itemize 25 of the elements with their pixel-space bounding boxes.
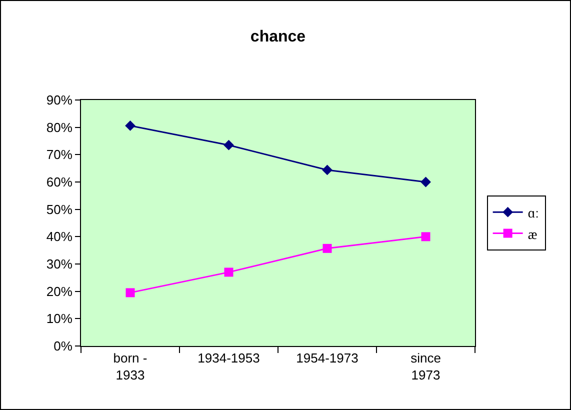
x-tick-label: since 1973 <box>410 350 441 382</box>
chart-title: chance <box>250 28 306 46</box>
point <box>224 140 234 150</box>
legend-label: ɑː <box>528 206 540 222</box>
point <box>421 232 430 242</box>
y-tick-label: 30% <box>46 256 73 272</box>
y-tick-label: 80% <box>46 120 73 135</box>
x-tick-label: 1954-1973 <box>296 350 358 366</box>
point <box>322 244 332 253</box>
point <box>420 176 431 188</box>
point <box>125 120 136 131</box>
y-tick-label: 40% <box>46 229 73 244</box>
y-tick-label: 10% <box>46 311 73 326</box>
y-tick-label: 90% <box>46 92 73 108</box>
y-tick-label: 0% <box>54 338 73 354</box>
y-tick-label: 50% <box>46 202 73 217</box>
x-tick-label: born - 1933 <box>113 350 148 382</box>
y-tick-label: 70% <box>46 147 73 162</box>
point <box>224 268 234 277</box>
point <box>126 288 135 298</box>
legend-label: æ <box>528 228 538 243</box>
y-tick-label: 60% <box>46 174 73 190</box>
x-tick-label: 1934-1953 <box>198 350 260 366</box>
point <box>322 164 332 176</box>
y-tick-label: 20% <box>46 284 73 299</box>
